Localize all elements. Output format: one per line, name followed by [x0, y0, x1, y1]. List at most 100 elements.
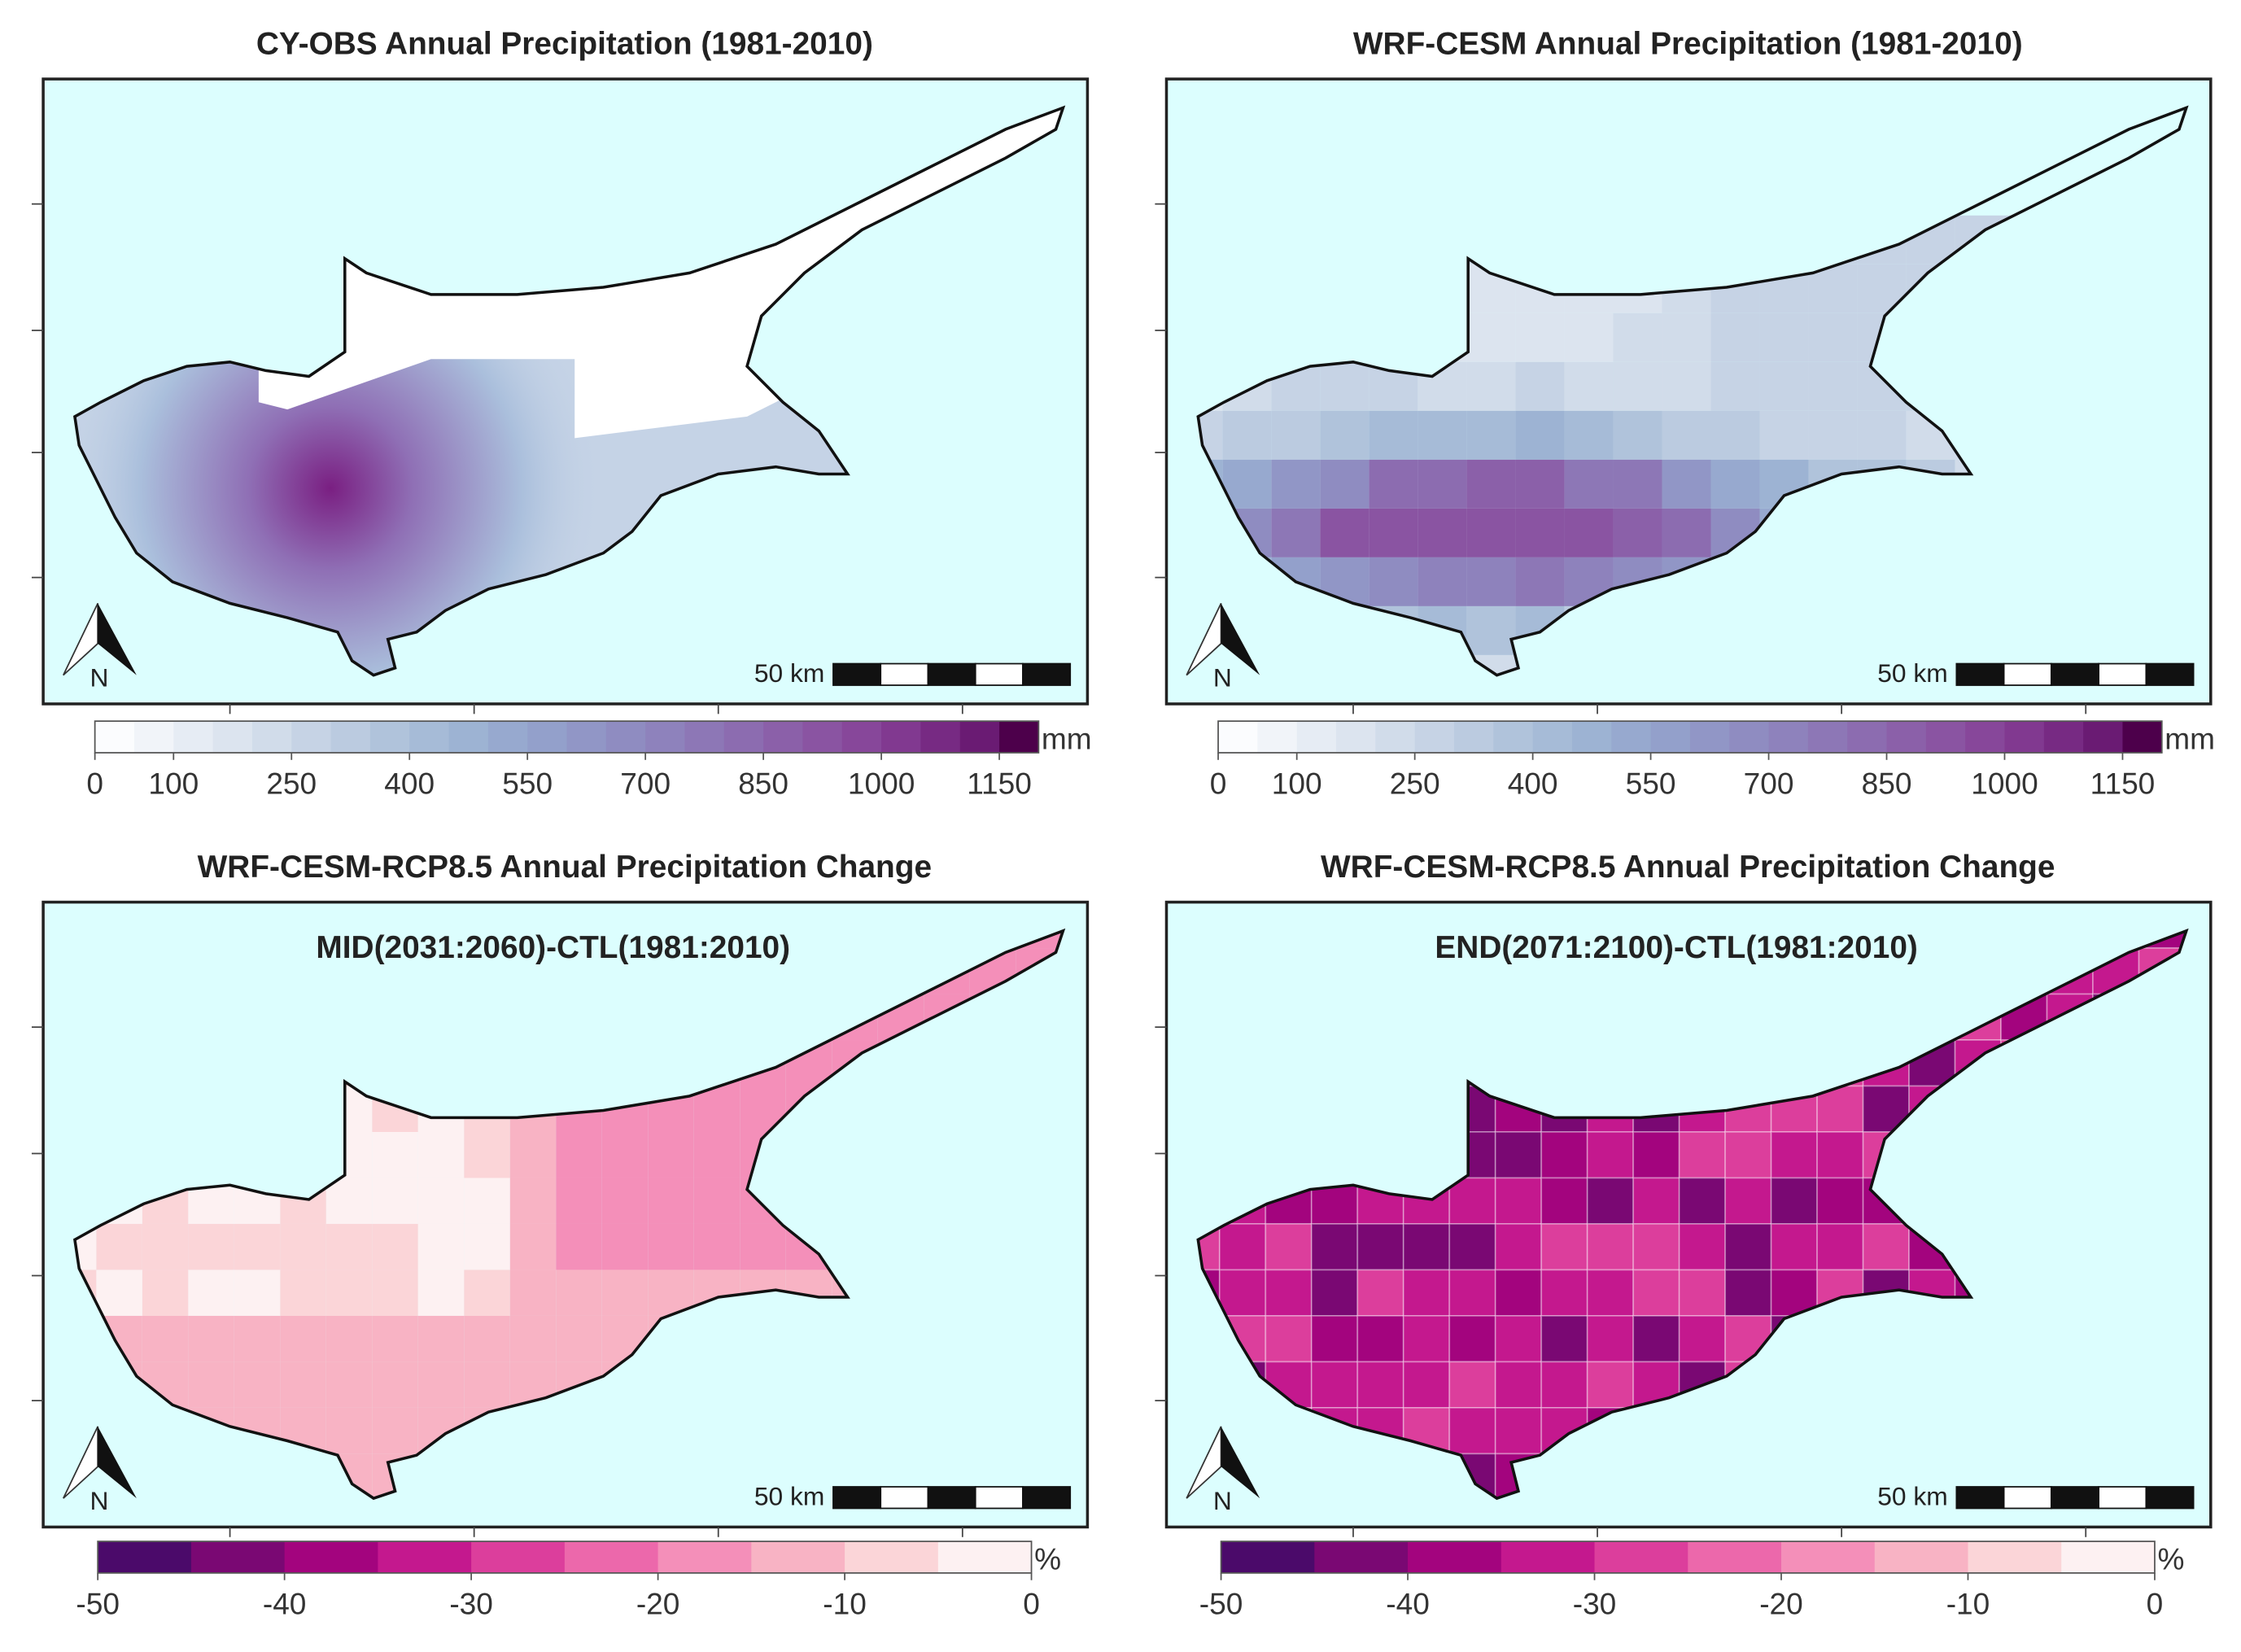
- model-cell: [1564, 508, 1614, 557]
- model-cell: [1448, 1407, 1496, 1455]
- panel-subtitle: MID(2031:2060)-CTL(1981:2010): [316, 930, 790, 965]
- model-cell: [325, 1361, 373, 1408]
- model-cell: [1862, 1223, 1910, 1271]
- model-cell: [1662, 361, 1711, 411]
- model-cell: [280, 1315, 326, 1362]
- model-cell: [601, 1223, 649, 1270]
- model-cell: [1515, 459, 1565, 509]
- model-cell: [1369, 410, 1418, 460]
- model-cell: [417, 1315, 465, 1362]
- colorbar-bin: [2061, 1541, 2156, 1573]
- colorbar-tick-label: -20: [636, 1586, 680, 1620]
- colorbar-bin: [959, 721, 1000, 753]
- model-cell: [142, 1270, 189, 1316]
- scale-segment: [1022, 662, 1072, 686]
- model-cell: [693, 1178, 740, 1224]
- model-cell: [1724, 1177, 1772, 1225]
- model-cell: [556, 1315, 602, 1362]
- model-cell: [372, 1361, 418, 1408]
- colorbar-bin: [212, 721, 253, 753]
- model-cell: [1418, 459, 1467, 509]
- model-cell: [1320, 459, 1370, 509]
- colorbar-bin: [369, 721, 410, 753]
- model-cell: [556, 1178, 602, 1224]
- model-cell: [1466, 605, 1516, 655]
- model-cell: [1310, 1315, 1359, 1363]
- model-cell: [1310, 1223, 1359, 1271]
- scale-segment: [1955, 1486, 2005, 1510]
- model-cell: [1540, 1361, 1588, 1409]
- model-cell: [1770, 1223, 1819, 1271]
- model-cell: [1632, 1177, 1680, 1225]
- model-cell: [1320, 361, 1370, 411]
- model-cell: [1678, 1177, 1727, 1225]
- model-cell: [1724, 1269, 1772, 1317]
- model-cell: [1418, 508, 1467, 557]
- model-cell: [1540, 1131, 1588, 1179]
- colorbar-bin: [1594, 1541, 1688, 1573]
- colorbar-bin: [1501, 1541, 1596, 1573]
- colorbar-bin: [645, 721, 686, 753]
- model-cell: [1710, 410, 1760, 460]
- model-cell: [1222, 410, 1272, 460]
- colorbar-bin: [133, 721, 174, 753]
- colorbar-tick-label: 250: [1390, 766, 1440, 800]
- model-cell: [1494, 1361, 1543, 1409]
- model-cell: [556, 1131, 602, 1178]
- colorbar-bin: [2083, 721, 2123, 753]
- model-cell: [372, 1407, 418, 1454]
- colorbar-bin: [98, 1541, 192, 1573]
- scale-segment: [927, 1486, 976, 1510]
- model-cell: [1586, 1131, 1635, 1179]
- scale-segment: [2003, 662, 2052, 686]
- panel-subtitle: END(2071:2100)-CTL(1981:2010): [1435, 930, 1917, 965]
- scale-segment: [1955, 662, 2005, 686]
- model-cell: [1678, 1269, 1727, 1317]
- model-cell: [1402, 1269, 1451, 1317]
- model-cell: [1265, 1269, 1313, 1317]
- model-cell: [1356, 1361, 1404, 1409]
- colorbar-tick-label: 0: [1023, 1586, 1040, 1620]
- scale-segment: [2050, 662, 2099, 686]
- colorbar-bin: [1968, 1541, 2062, 1573]
- model-cell: [601, 1131, 649, 1178]
- model-cell: [1402, 1361, 1451, 1409]
- model-cell: [1494, 1177, 1543, 1225]
- model-cell: [1586, 1315, 1635, 1363]
- model-cell: [1816, 1177, 1864, 1225]
- model-cell: [1724, 1131, 1772, 1179]
- model-cell: [280, 1361, 326, 1408]
- colorbar-bin: [1221, 1541, 1315, 1573]
- model-cell: [1356, 1223, 1404, 1271]
- model-cell: [96, 1223, 142, 1270]
- scale-label: 50 km: [1877, 1482, 1948, 1511]
- scale-segment: [2145, 662, 2195, 686]
- colorbar-frame: [1220, 1541, 2156, 1574]
- north-arrow-right: [1221, 603, 1260, 675]
- colorbar-bin: [999, 721, 1039, 753]
- model-cell: [142, 1223, 189, 1270]
- model-cell: [1369, 508, 1418, 557]
- model-cell: [417, 1131, 465, 1178]
- model-cell: [1586, 1177, 1635, 1225]
- scale-segment: [927, 662, 976, 686]
- colorbar-bin: [751, 1541, 845, 1573]
- model-cell: [188, 1223, 234, 1270]
- model-cell: [1770, 1177, 1819, 1225]
- model-cell: [188, 1315, 234, 1362]
- model-cell: [509, 1131, 557, 1178]
- scale-segment: [2003, 1486, 2052, 1510]
- model-cell: [1515, 361, 1565, 411]
- colorbar-tick-label: 0: [2147, 1586, 2164, 1620]
- model-cell: [556, 1223, 602, 1270]
- model-cell: [1564, 459, 1614, 509]
- model-cell: [464, 1270, 510, 1316]
- colorbar-tick-label: 850: [738, 766, 788, 800]
- colorbar-bin: [1729, 721, 1770, 753]
- colorbar-tick-label: 0: [1210, 766, 1227, 800]
- scale-segment: [2098, 662, 2147, 686]
- panel-title: WRF-CESM-RCP8.5 Annual Precipitation Cha…: [1321, 850, 2055, 885]
- model-cell: [372, 1223, 418, 1270]
- model-cell: [325, 1270, 373, 1316]
- colorbar-bin: [1689, 721, 1730, 753]
